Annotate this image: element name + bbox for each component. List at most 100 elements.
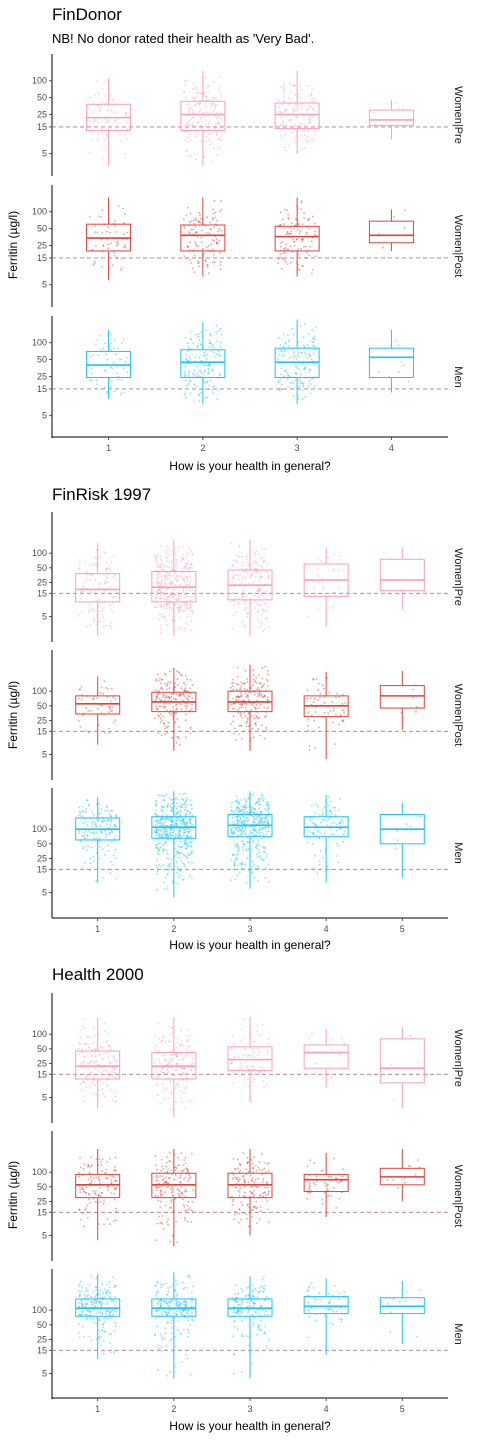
data-point <box>111 1175 114 1178</box>
data-point <box>184 1176 187 1179</box>
data-point <box>115 1063 118 1066</box>
data-point <box>107 247 110 250</box>
data-point <box>237 699 240 702</box>
data-point <box>240 799 243 801</box>
data-point <box>314 134 317 136</box>
data-point <box>169 1060 172 1063</box>
data-point <box>157 849 160 851</box>
data-point <box>163 565 166 568</box>
data-point <box>182 798 185 801</box>
data-point <box>255 716 258 719</box>
data-point <box>253 1189 256 1192</box>
data-point <box>109 1292 111 1295</box>
data-point <box>186 140 189 143</box>
data-point <box>113 1286 116 1289</box>
data-point <box>186 1204 189 1207</box>
data-point <box>185 696 188 699</box>
data-point <box>85 810 87 813</box>
data-point <box>156 593 159 595</box>
data-point <box>155 705 157 708</box>
data-point <box>190 845 193 848</box>
data-point <box>175 580 178 583</box>
data-point <box>290 382 292 384</box>
data-point <box>209 228 212 231</box>
data-point <box>219 328 222 330</box>
data-point <box>231 827 233 829</box>
data-point <box>255 1186 258 1188</box>
data-point <box>179 605 182 608</box>
data-point <box>163 605 166 608</box>
data-point <box>267 880 270 883</box>
data-point <box>231 707 234 710</box>
data-point <box>87 1178 90 1181</box>
data-point <box>101 1073 104 1076</box>
data-point <box>232 697 235 700</box>
data-point <box>191 1074 194 1077</box>
data-point <box>189 595 192 598</box>
data-point <box>159 1102 162 1105</box>
panel-strip-label: Women|Post <box>452 684 464 747</box>
data-point <box>163 1308 166 1311</box>
data-point <box>252 669 255 671</box>
data-point <box>157 1199 160 1202</box>
data-point <box>189 819 191 821</box>
data-point <box>81 1174 84 1177</box>
data-point <box>244 817 246 820</box>
data-point <box>102 1082 105 1084</box>
data-point <box>299 85 301 87</box>
data-point <box>191 612 194 615</box>
data-point <box>192 116 195 119</box>
data-point <box>252 860 255 863</box>
data-point <box>189 1324 192 1326</box>
data-point <box>207 388 210 391</box>
data-point <box>108 1071 110 1073</box>
data-point <box>107 687 109 690</box>
data-point <box>108 1313 111 1315</box>
data-point <box>236 666 239 669</box>
data-point <box>326 824 329 826</box>
data-point <box>338 798 341 800</box>
data-point <box>316 608 319 611</box>
data-point <box>204 131 206 134</box>
data-point <box>156 1290 159 1292</box>
data-point <box>177 684 179 687</box>
data-point <box>263 552 265 555</box>
data-point <box>238 872 241 874</box>
data-point <box>318 813 321 816</box>
data-point <box>210 160 213 163</box>
data-point <box>181 798 184 801</box>
data-point <box>97 1300 100 1303</box>
data-point <box>106 358 109 361</box>
data-point <box>197 260 200 262</box>
data-point <box>101 232 104 234</box>
data-point <box>283 208 286 211</box>
data-point <box>234 727 236 730</box>
data-point <box>104 386 106 389</box>
data-point <box>79 1082 82 1085</box>
data-point <box>179 833 181 836</box>
data-point <box>241 1335 244 1337</box>
data-point <box>315 255 317 258</box>
data-point <box>296 354 299 357</box>
data-point <box>167 802 170 805</box>
data-point <box>267 1192 270 1194</box>
data-point <box>263 808 266 810</box>
data-point <box>312 345 314 348</box>
data-point <box>78 1053 81 1055</box>
data-point <box>291 381 294 384</box>
data-point <box>328 805 330 807</box>
data-point <box>244 819 247 822</box>
data-point <box>167 857 170 860</box>
data-point <box>192 228 195 231</box>
data-point <box>109 706 111 708</box>
data-point <box>102 1202 105 1205</box>
data-point <box>212 218 214 221</box>
data-point <box>293 351 295 354</box>
data-point <box>287 385 289 388</box>
data-point <box>95 379 98 381</box>
data-point <box>123 391 126 394</box>
data-point <box>159 721 162 723</box>
data-point <box>89 1300 92 1303</box>
data-point <box>239 810 242 812</box>
data-point <box>309 245 311 248</box>
